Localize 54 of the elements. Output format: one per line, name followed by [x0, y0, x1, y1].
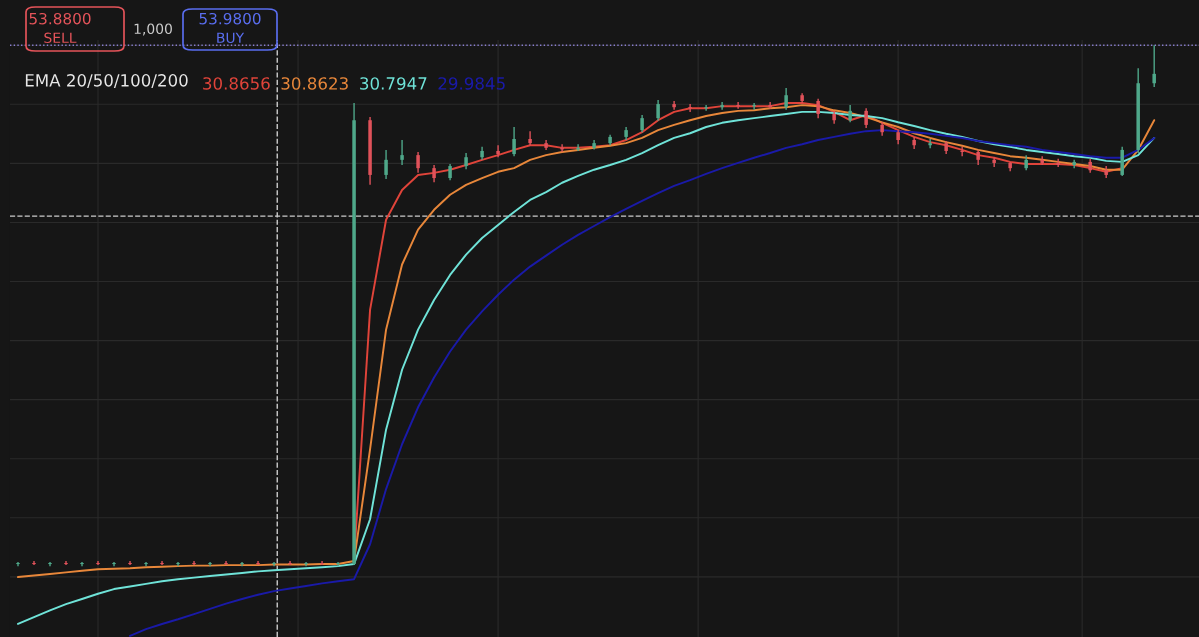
candlestick [512, 126, 516, 157]
candlestick [864, 107, 868, 129]
legend-title: EMA 20/50/100/200 [25, 74, 188, 88]
candlestick [1040, 155, 1044, 166]
candlestick [48, 561, 52, 567]
candlestick [192, 560, 196, 566]
candlestick [752, 102, 756, 111]
candlestick [96, 560, 100, 566]
text: SELL [44, 32, 77, 44]
text: 30.8656 [203, 77, 270, 90]
candlestick [496, 144, 500, 158]
candlestick [528, 130, 532, 146]
candlestick [656, 99, 660, 122]
candlestick [208, 561, 212, 567]
candlestick [1152, 44, 1156, 88]
text: 53.8800 [29, 12, 91, 25]
candlestick [960, 146, 964, 157]
candlestick [256, 560, 260, 566]
candlestick [784, 87, 788, 111]
candlestick [720, 101, 724, 111]
text: 53.9800 [199, 12, 261, 25]
candlestick [768, 101, 772, 110]
candlestick [816, 98, 820, 119]
candlestick [144, 561, 148, 567]
candlestick [80, 561, 84, 567]
text: 30.8623 [281, 77, 348, 90]
candlestick [992, 156, 996, 168]
candlestick [688, 103, 692, 113]
candlestick [64, 560, 68, 566]
candlestick [32, 560, 36, 566]
candlestick [112, 561, 116, 567]
candlestick [160, 560, 164, 566]
text: 1,000 [134, 23, 172, 36]
candlestick [16, 561, 20, 567]
candlestick [384, 149, 388, 180]
candlestick [176, 561, 180, 567]
candlestick [288, 560, 292, 566]
candlestick [224, 560, 228, 566]
candlestick [240, 561, 244, 567]
candlestick [736, 101, 740, 110]
text: 29.9845 [438, 77, 505, 90]
candlestick [704, 104, 708, 112]
candlestick [128, 560, 132, 566]
candlestick [928, 138, 932, 150]
candlestick [1056, 158, 1060, 168]
candlestick [272, 561, 276, 567]
candlestick [336, 561, 340, 567]
text: 30.7947 [360, 77, 427, 90]
candlestick [320, 560, 324, 566]
candlestick [304, 561, 308, 567]
candlestick [672, 100, 676, 111]
candlestick [400, 139, 404, 166]
candlestick [416, 151, 420, 174]
text: BUY [217, 32, 245, 44]
